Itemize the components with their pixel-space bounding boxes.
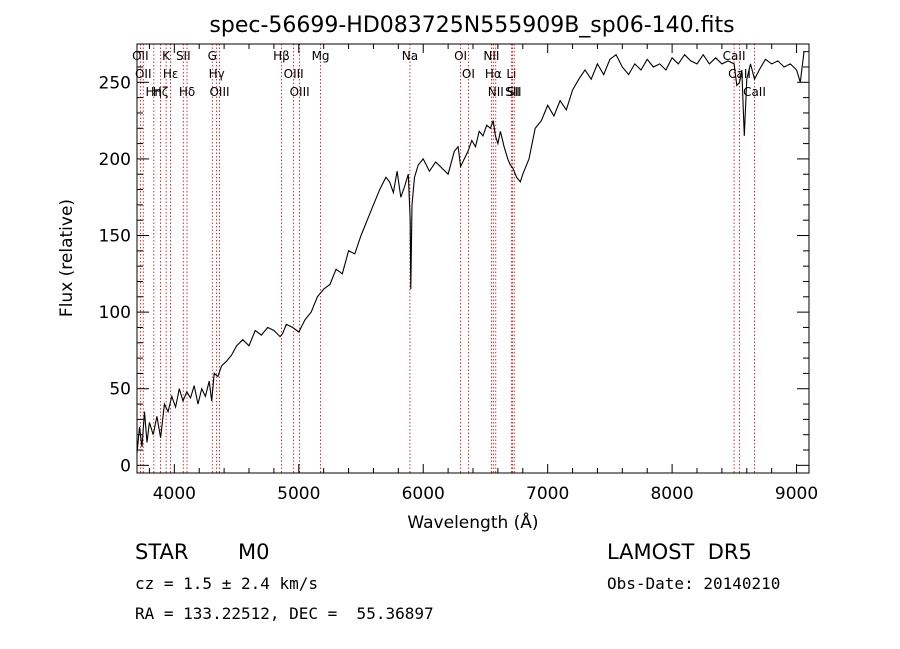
object-class: STAR [135,540,189,564]
marker-label: Hζ [153,85,169,99]
observation-date: Obs-Date: 20140210 [607,574,781,593]
marker-label: Li [506,67,516,81]
marker-label: OIII [284,67,304,81]
object-subclass: M0 [238,540,270,564]
marker-label: OI [462,67,475,81]
y-tick-label: 100 [99,303,131,323]
x-tick-label: 6000 [402,484,445,504]
y-axis-label: Flux (relative) [57,199,77,317]
marker-label: OIII [209,85,229,99]
marker-label: CaII [728,67,751,81]
y-tick-label: 250 [99,73,131,93]
marker-label: SII [507,85,522,99]
coordinates: RA = 133.22512, DEC = 55.36897 [135,604,434,623]
marker-label: Hα [485,67,502,81]
x-tick-label: 7000 [526,484,569,504]
plot-frame [136,43,810,474]
marker-label: NII [483,49,499,63]
y-tick-label: 150 [99,227,131,247]
marker-label: Na [402,49,418,63]
marker-label: G [208,49,217,63]
marker-label: CaII [723,49,746,63]
y-tick-label: 200 [99,150,131,170]
x-tick-label: 5000 [277,484,320,504]
marker-label: OII [132,49,149,63]
marker-label: Mg [312,49,330,63]
marker-label: CaII [743,85,766,99]
chart-title: spec-56699-HD083725N555909B_sp06-140.fit… [209,13,734,38]
y-tick-label: 0 [120,456,131,476]
x-axis-label: Wavelength (Å) [407,511,538,533]
x-tick-label: 9000 [775,484,818,504]
marker-label: NII [488,85,504,99]
marker-label: Hβ [273,49,290,63]
survey-name: LAMOST DR5 [607,540,752,564]
spectrum-line [136,51,805,454]
x-tick-label: 8000 [650,484,693,504]
marker-label: K [162,49,171,63]
marker-label: SII [176,49,191,63]
marker-label: Hη [145,85,162,99]
x-tick-label: 4000 [153,484,196,504]
marker-label: Hε [163,67,179,81]
marker-label: OII [135,67,152,81]
marker-label: OIII [290,85,310,99]
marker-label: SII [505,85,520,99]
marker-label: Hδ [179,85,195,99]
marker-label: Hγ [209,67,225,81]
redshift-velocity: cz = 1.5 ± 2.4 km/s [135,574,319,593]
marker-label: OI [454,49,467,63]
y-tick-label: 50 [109,380,131,400]
axis-ticks: 4000 5000 6000 7000 8000 9000 0 50 100 150 200 250 [99,44,818,504]
